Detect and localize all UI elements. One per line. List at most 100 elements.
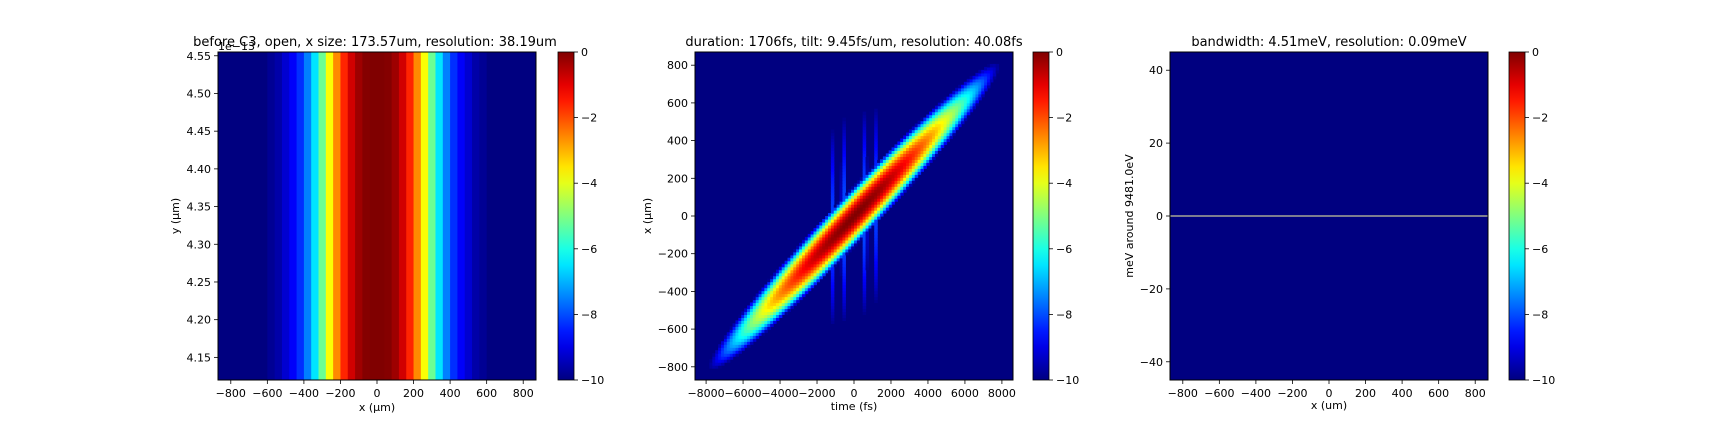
heatmap-cell bbox=[267, 52, 276, 380]
heatmap-cell bbox=[978, 69, 982, 74]
heatmap-cell bbox=[744, 314, 748, 318]
heatmap-cell bbox=[747, 341, 751, 345]
heatmap-cell bbox=[770, 323, 774, 327]
heatmap-cell bbox=[917, 153, 922, 157]
heatmap-cell bbox=[923, 144, 927, 149]
heatmap-cell bbox=[810, 266, 815, 271]
heatmap-cell bbox=[862, 159, 867, 163]
heatmap-cell bbox=[822, 236, 826, 241]
heatmap-cell bbox=[940, 126, 945, 131]
y-tick-label: 4.15 bbox=[187, 351, 212, 364]
heatmap-cell bbox=[903, 135, 907, 140]
heatmap-cell bbox=[778, 284, 783, 289]
heatmap-cell bbox=[975, 99, 979, 104]
heatmap-cell bbox=[836, 251, 841, 256]
heatmap-cell bbox=[978, 81, 982, 86]
heatmap-cell bbox=[839, 254, 844, 259]
heatmap-cell bbox=[856, 207, 861, 211]
heatmap-cell bbox=[836, 207, 841, 211]
heatmap-cell bbox=[839, 183, 844, 187]
heatmap-cell bbox=[911, 135, 916, 140]
heatmap-cell bbox=[981, 72, 985, 77]
heatmap-cell bbox=[830, 201, 835, 205]
heatmap-cell bbox=[937, 111, 942, 116]
heatmap-cell bbox=[845, 216, 849, 220]
heatmap-cell bbox=[862, 245, 867, 250]
heatmap-cell bbox=[830, 308, 835, 313]
heatmap-cell bbox=[804, 284, 809, 289]
heatmap-cell bbox=[911, 156, 916, 160]
heatmap-cell bbox=[986, 63, 991, 68]
heatmap-cell bbox=[816, 236, 820, 241]
heatmap-cell bbox=[958, 84, 962, 89]
heatmap-cell bbox=[816, 257, 820, 262]
heatmap-cell bbox=[274, 52, 283, 380]
heatmap-cell bbox=[801, 266, 806, 271]
heatmap-cell bbox=[842, 263, 846, 268]
heatmap-cell bbox=[819, 263, 823, 268]
heatmap-cell bbox=[882, 192, 887, 196]
heatmap-cell bbox=[911, 153, 916, 157]
heatmap-cell bbox=[842, 141, 846, 146]
heatmap-cell bbox=[833, 251, 838, 256]
heatmap-cell bbox=[851, 218, 855, 223]
heatmap-cell bbox=[787, 278, 791, 283]
heatmap-cell bbox=[810, 242, 815, 247]
heatmap-cell bbox=[949, 111, 953, 116]
heatmap-cell bbox=[862, 132, 867, 137]
heatmap-cell bbox=[871, 168, 875, 172]
heatmap-cell bbox=[851, 233, 855, 238]
heatmap-cell bbox=[917, 159, 922, 163]
heatmap-cell bbox=[816, 233, 820, 238]
heatmap-cell bbox=[833, 230, 838, 235]
heatmap-cell bbox=[842, 266, 846, 271]
heatmap-cell bbox=[955, 93, 959, 98]
heatmap-cell bbox=[801, 263, 806, 268]
heatmap-cell bbox=[914, 141, 919, 146]
heatmap-cell bbox=[865, 183, 870, 187]
heatmap-cell bbox=[952, 102, 956, 107]
heatmap-cell bbox=[752, 314, 757, 318]
heatmap-cell bbox=[726, 359, 731, 363]
heatmap-cell bbox=[888, 165, 893, 169]
heatmap-cell bbox=[822, 251, 826, 256]
heatmap-cell bbox=[894, 186, 898, 190]
heatmap-cell bbox=[917, 165, 922, 169]
heatmap-cell bbox=[865, 180, 870, 184]
heatmap-cell bbox=[978, 75, 982, 80]
heatmap-cell bbox=[871, 201, 875, 205]
heatmap-cell bbox=[819, 233, 823, 238]
heatmap-cell bbox=[799, 281, 803, 286]
heatmap-cell bbox=[874, 183, 878, 187]
heatmap-cell bbox=[877, 186, 881, 190]
heatmap-cell bbox=[885, 171, 890, 175]
y-tick-label: 800 bbox=[667, 59, 688, 72]
x-tick-label: 6000 bbox=[951, 387, 979, 400]
heatmap-cell bbox=[874, 129, 878, 134]
heatmap-cell bbox=[781, 287, 786, 292]
heatmap-cell bbox=[880, 207, 884, 211]
heatmap-cell bbox=[830, 239, 835, 244]
heatmap-cell bbox=[718, 359, 722, 363]
heatmap-cell bbox=[888, 201, 893, 205]
heatmap-cell bbox=[767, 290, 771, 295]
heatmap-cell bbox=[830, 251, 835, 256]
heatmap-cell bbox=[952, 114, 956, 119]
heatmap-cell bbox=[830, 218, 835, 223]
heatmap-cell bbox=[891, 192, 896, 196]
heatmap-cell bbox=[862, 114, 867, 119]
heatmap-cell bbox=[894, 162, 898, 166]
heatmap-cell bbox=[929, 120, 933, 125]
heatmap-cell bbox=[822, 260, 826, 265]
heatmap-cell bbox=[906, 132, 910, 137]
heatmap-cell bbox=[885, 168, 890, 172]
heatmap-cell bbox=[741, 329, 745, 333]
heatmap-cell bbox=[842, 189, 846, 193]
heatmap-cell bbox=[894, 189, 898, 193]
heatmap-cell bbox=[755, 305, 760, 310]
colorbar-tick-label: −8 bbox=[1532, 308, 1548, 321]
colorbar-tick-label: −2 bbox=[581, 112, 597, 125]
heatmap-cell bbox=[882, 189, 887, 193]
heatmap-cell bbox=[862, 189, 867, 193]
heatmap-cell bbox=[877, 174, 881, 178]
